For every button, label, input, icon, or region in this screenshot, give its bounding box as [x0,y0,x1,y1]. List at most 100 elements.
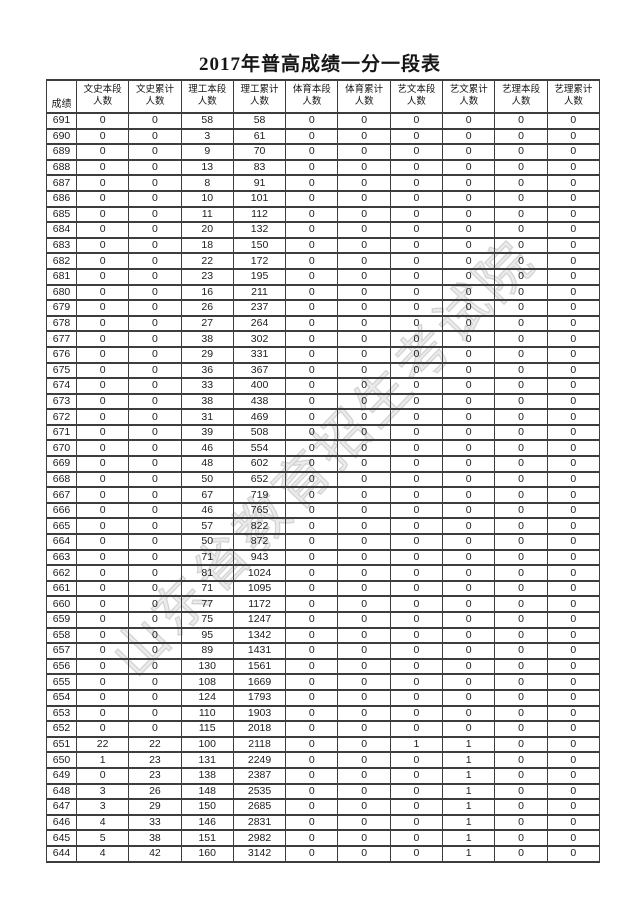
value-cell: 0 [128,158,182,177]
value-cell: 0 [337,657,391,676]
value-cell: 0 [546,267,601,286]
value-cell: 58 [180,112,234,130]
value-cell: 0 [494,657,548,676]
score-cell: 658 [46,626,77,645]
value-cell: 0 [285,423,339,442]
value-cell: 0 [337,189,391,208]
value-cell: 38 [180,330,234,348]
value-cell: 50 [180,470,234,489]
value-cell: 0 [494,345,548,364]
value-cell: 0 [389,626,444,645]
value-cell: 172 [232,252,287,270]
value-cell: 132 [232,221,287,239]
table-row: 655 0 0 108 1669 0 0 0 0 0 0 [46,673,601,691]
column-header-1: 文史累计 人数 [128,79,182,114]
value-cell: 0 [546,252,601,270]
value-cell: 0 [285,782,339,801]
value-cell: 0 [442,408,496,426]
value-cell: 2685 [232,798,287,816]
value-cell: 0 [546,720,601,738]
value-cell: 0 [337,252,391,270]
value-cell: 0 [75,517,130,536]
value-cell: 0 [389,486,444,504]
value-cell: 29 [128,798,182,816]
value-cell: 0 [442,688,496,707]
value-cell: 0 [337,704,391,723]
value-cell: 0 [285,392,339,411]
value-cell: 0 [75,330,130,348]
value-cell: 0 [389,642,444,660]
value-cell: 0 [442,143,496,161]
table-row: 682 0 0 22 172 0 0 0 0 0 0 [46,252,601,270]
value-cell: 367 [232,361,287,380]
value-cell: 75 [180,611,234,629]
value-cell: 4 [75,844,130,863]
score-cell: 671 [46,423,77,442]
value-cell: 0 [494,548,548,567]
value-cell: 0 [75,283,130,302]
value-cell: 0 [494,517,548,536]
value-cell: 0 [75,501,130,520]
value-cell: 652 [232,470,287,489]
table-row: 673 0 0 38 438 0 0 0 0 0 0 [46,392,601,411]
value-cell: 71 [180,548,234,567]
value-cell: 81 [180,564,234,582]
value-cell: 0 [442,361,496,380]
value-cell: 0 [337,158,391,177]
value-cell: 0 [285,564,339,582]
value-cell: 42 [128,844,182,863]
value-cell: 0 [442,439,496,458]
value-cell: 195 [232,267,287,286]
value-cell: 0 [389,345,444,364]
table-row: 646 4 33 146 2831 0 0 0 1 0 0 [46,813,601,832]
value-cell: 3 [75,782,130,801]
value-cell: 0 [389,720,444,738]
value-cell: 0 [442,392,496,411]
value-cell: 0 [75,252,130,270]
table-row: 687 0 0 8 91 0 0 0 0 0 0 [46,174,601,192]
table-row: 656 0 0 130 1561 0 0 0 0 0 0 [46,657,601,676]
value-cell: 0 [494,299,548,317]
score-distribution-table: 成绩 文史本段 人数 文史累计 人数 理工本段 人数 理工累计 人数 体育本段 人数 体育… [46,79,601,863]
value-cell: 0 [337,174,391,192]
value-cell: 0 [494,361,548,380]
value-cell: 719 [232,486,287,504]
value-cell: 1 [442,751,496,769]
value-cell: 2535 [232,782,287,801]
value-cell: 16 [180,283,234,302]
value-cell: 20 [180,221,234,239]
table-header-row: 成绩 文史本段 人数 文史累计 人数 理工本段 人数 理工累计 人数 体育本段 人数 体育… [46,79,601,114]
value-cell: 0 [75,579,130,598]
value-cell: 0 [546,735,601,754]
value-cell: 0 [337,423,391,442]
table-row: 681 0 0 23 195 0 0 0 0 0 0 [46,267,601,286]
table-row: 663 0 0 71 943 0 0 0 0 0 0 [46,548,601,567]
value-cell: 0 [442,470,496,489]
value-cell: 0 [546,486,601,504]
value-cell: 0 [546,548,601,567]
value-cell: 0 [389,127,444,146]
table-row: 645 5 38 151 2982 0 0 0 1 0 0 [46,829,601,847]
value-cell: 0 [128,720,182,738]
value-cell: 0 [75,221,130,239]
value-cell: 0 [337,377,391,395]
value-cell: 1561 [232,657,287,676]
value-cell: 0 [285,829,339,847]
score-cell: 668 [46,470,77,489]
value-cell: 0 [128,112,182,130]
score-cell: 678 [46,314,77,333]
value-cell: 0 [285,189,339,208]
value-cell: 0 [442,704,496,723]
value-cell: 0 [75,392,130,411]
score-cell: 676 [46,345,77,364]
value-cell: 0 [337,314,391,333]
score-cell: 666 [46,501,77,520]
value-cell: 0 [128,688,182,707]
table-row: 690 0 0 3 61 0 0 0 0 0 0 [46,127,601,146]
value-cell: 264 [232,314,287,333]
score-cell: 656 [46,657,77,676]
value-cell: 0 [75,720,130,738]
table-row: 684 0 0 20 132 0 0 0 0 0 0 [46,221,601,239]
column-header-2: 理工本段 人数 [180,79,234,114]
